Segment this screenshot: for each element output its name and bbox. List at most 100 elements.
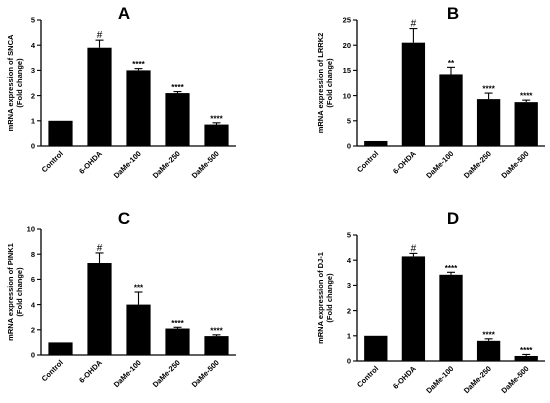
bar-dame-250 <box>165 328 190 355</box>
y-tick-label: 1 <box>347 332 351 341</box>
y-tick-label: 3 <box>31 66 35 75</box>
y-tick-label: 5 <box>347 231 351 240</box>
significance-label: *** <box>134 284 144 293</box>
x-tick-label: 6-OHDA <box>77 149 104 176</box>
y-axis-label-line: (Fold change) <box>15 58 24 108</box>
x-tick-label: DaMe-250 <box>151 358 182 389</box>
bar-dame-100 <box>439 274 463 361</box>
panel-letter: B <box>447 4 459 23</box>
x-tick-label: DaMe-100 <box>112 149 143 180</box>
x-tick-label: DaMe-250 <box>462 364 493 395</box>
y-axis-label-line: mRNA expression of LRRK2 <box>316 33 325 134</box>
y-tick-label: 5 <box>31 16 35 25</box>
y-tick-label: 1 <box>31 117 35 126</box>
bar-6-ohda <box>87 47 112 146</box>
significance-label: **** <box>445 264 458 273</box>
x-tick-label: Control <box>40 149 65 174</box>
y-axis-label-line: mRNA expression of DJ-1 <box>316 252 325 344</box>
significance-label: ** <box>448 59 455 68</box>
x-tick-label: DaMe-250 <box>462 149 493 180</box>
y-tick-label: 2 <box>31 326 35 335</box>
y-axis-label: mRNA expression of SNCA(Fold change) <box>6 34 24 131</box>
significance-label: # <box>411 19 417 30</box>
significance-label: **** <box>210 114 223 123</box>
y-axis-label-line: (Fold change) <box>325 58 334 108</box>
bar-control <box>364 335 388 361</box>
bar-dame-500 <box>204 336 229 355</box>
y-axis-label: mRNA expression of DJ-1(Fold change) <box>316 252 334 344</box>
significance-label: # <box>97 30 103 41</box>
y-axis-label-line: mRNA expression of SNCA <box>6 34 15 131</box>
bar-control <box>48 342 73 355</box>
x-tick-label: DaMe-100 <box>112 358 143 389</box>
x-tick-label: Control <box>355 364 380 389</box>
significance-label: # <box>411 243 417 254</box>
x-tick-label: DaMe-500 <box>190 149 221 180</box>
y-axis-label-line: mRNA expression of PINK1 <box>6 243 15 341</box>
y-axis-label-line: (Fold change) <box>325 273 334 323</box>
bar-6-ohda <box>401 42 426 146</box>
y-tick-label: 0 <box>31 142 35 151</box>
significance-label: **** <box>171 319 184 328</box>
y-axis-label: mRNA expression of LRRK2(Fold change) <box>316 33 334 134</box>
y-tick-label: 0 <box>347 357 351 366</box>
bar-dame-100 <box>126 70 151 146</box>
y-tick-label: 0 <box>31 351 35 360</box>
bar-control <box>364 140 388 146</box>
x-tick-label: 6-OHDA <box>391 149 418 176</box>
y-tick-label: 0 <box>347 142 351 151</box>
bar-6-ohda <box>401 256 426 361</box>
x-tick-label: DaMe-500 <box>190 358 221 389</box>
y-tick-label: 25 <box>343 16 351 25</box>
bar-dame-500 <box>514 355 538 361</box>
y-axis-label-line: (Fold change) <box>15 267 24 317</box>
significance-label: **** <box>482 85 495 94</box>
y-tick-label: 8 <box>31 250 35 259</box>
x-tick-label: Control <box>355 149 380 174</box>
bar-dame-500 <box>514 102 538 146</box>
x-tick-label: 6-OHDA <box>77 358 104 385</box>
significance-label: **** <box>520 346 533 355</box>
panel-letter: D <box>447 209 459 228</box>
y-tick-label: 3 <box>347 281 351 290</box>
y-axis-label: mRNA expression of PINK1(Fold change) <box>6 243 24 341</box>
bar-dame-100 <box>126 304 151 355</box>
x-tick-label: DaMe-100 <box>424 149 455 180</box>
significance-label: **** <box>132 60 145 69</box>
significance-label: **** <box>520 92 533 101</box>
bar-dame-250 <box>476 99 501 146</box>
significance-label: **** <box>171 83 184 92</box>
panel-letter: C <box>118 209 130 228</box>
y-tick-label: 2 <box>347 306 351 315</box>
bar-dame-500 <box>204 124 229 146</box>
y-tick-label: 10 <box>343 91 351 100</box>
x-tick-label: DaMe-500 <box>499 149 530 180</box>
panel-letter: A <box>118 4 130 23</box>
y-tick-label: 5 <box>347 117 351 126</box>
significance-label: **** <box>210 326 223 335</box>
significance-label: # <box>97 243 103 254</box>
y-tick-label: 4 <box>31 300 36 309</box>
x-tick-label: DaMe-100 <box>424 364 455 395</box>
bar-dame-250 <box>476 340 501 361</box>
y-tick-label: 6 <box>31 275 35 284</box>
significance-label: **** <box>482 330 495 339</box>
y-tick-label: 4 <box>31 41 36 50</box>
x-tick-label: DaMe-500 <box>499 364 530 395</box>
bar-control <box>48 120 73 146</box>
x-tick-label: Control <box>40 358 65 383</box>
y-tick-label: 10 <box>27 225 35 234</box>
bar-dame-100 <box>439 74 463 146</box>
x-tick-label: DaMe-250 <box>151 149 182 180</box>
y-tick-label: 20 <box>343 41 351 50</box>
y-tick-label: 15 <box>343 66 351 75</box>
y-tick-label: 2 <box>31 91 35 100</box>
bar-6-ohda <box>87 263 112 355</box>
bar-dame-250 <box>165 93 190 146</box>
